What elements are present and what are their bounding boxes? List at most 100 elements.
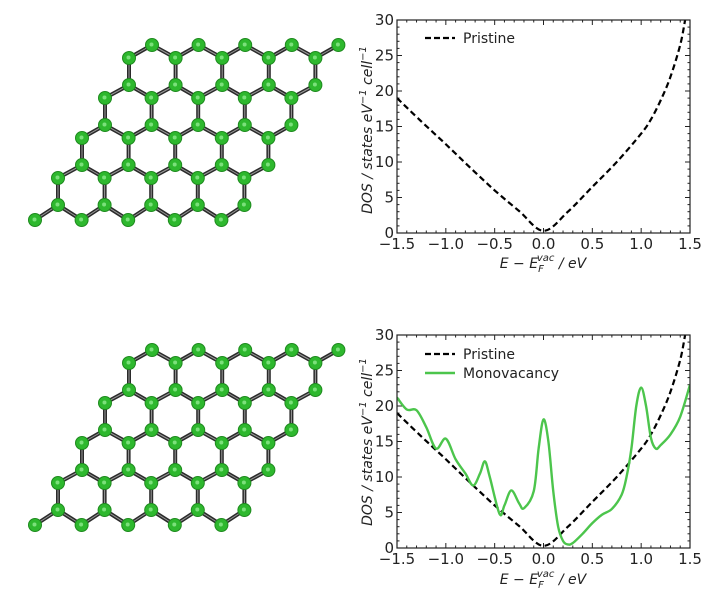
plot-area: −1.5 −1.0 −0.5 0.0 0.5 1.0 1.5 0 5 10 15 20 25 30 [375,11,702,253]
atom-highlight [241,507,246,512]
y-tick-label: 25 [375,47,394,65]
atom-highlight [241,480,246,485]
atom-highlight [219,162,224,167]
atom-highlight [172,135,177,140]
atom-highlight [288,122,293,127]
atom-highlight [126,55,131,60]
x-axis-label: E − EFvac / eV [500,569,588,591]
atom-highlight [148,507,153,512]
atom-highlight [219,360,224,365]
atom-highlight [195,175,200,180]
x-tick-label: −1.0 [428,550,464,568]
atom-highlight [55,175,60,180]
atom-highlight [125,522,130,527]
atom-highlight [102,480,107,485]
pristine-lattice-svg [28,38,346,227]
x-tick-label: 0.0 [532,550,556,568]
atom-highlight [312,82,317,87]
atom-highlight [242,122,247,127]
atom-highlight [149,95,154,100]
plot-frame [396,19,691,234]
atom-highlight [241,202,246,207]
atom-highlight [335,347,340,352]
atom-highlight [102,202,107,207]
atom-highlight [195,400,200,405]
y-tick-label: 0 [384,539,394,557]
atom-highlight [242,400,247,405]
atom-highlight [288,427,293,432]
atom-highlight [126,360,131,365]
atoms [28,38,346,227]
series-monovacancy-line [397,384,690,546]
atom-highlight [288,95,293,100]
atom-highlight [79,522,84,527]
monovacancy-dos-plot: −1.5 −1.0 −0.5 0.0 0.5 1.0 1.5 0 5 10 15 20 25 30 DOS… [350,300,720,602]
atom-highlight [126,387,131,392]
atom-highlight [289,347,294,352]
x-tick-label: −1.0 [428,235,464,253]
y-tick-label: 30 [375,326,394,344]
legend: Pristine [425,31,515,47]
atom-highlight [148,480,153,485]
atom-highlight [102,400,107,405]
monovacancy-lattice-svg [28,343,346,532]
atom-highlight [32,522,37,527]
atom-highlight [126,467,131,472]
atom-highlight [172,467,177,472]
series-pristine-line [397,20,687,232]
atom-highlight [173,360,178,365]
atom-highlight [218,217,223,222]
atom-highlight [102,427,107,432]
atoms [28,343,346,532]
x-tick-label: 1.5 [678,550,702,568]
atom-highlight [172,522,177,527]
x-axis-label: E − EFvac / eV [500,253,588,275]
y-tick-label: 30 [375,11,394,29]
atom-highlight [149,347,154,352]
pristine-lattice-image [0,0,360,300]
plot-frame [396,334,691,549]
atom-highlight [266,55,271,60]
atom-highlight [102,175,107,180]
atom-highlight [173,82,178,87]
atom-highlight [195,427,200,432]
atom-highlight [266,387,271,392]
y-tick-label: 10 [375,468,394,486]
atom-highlight [173,387,178,392]
atom-highlight [265,135,270,140]
y-tick-label: 15 [375,433,394,451]
atom-highlight [288,400,293,405]
x-tick-label: 1.0 [629,235,653,253]
atom-highlight [195,480,200,485]
atom-highlight [148,175,153,180]
atom-highlight [219,55,224,60]
atom-highlight [126,135,131,140]
legend-pristine-label: Pristine [463,347,515,363]
series-pristine-line [397,335,687,547]
legend-pristine-label: Pristine [463,31,515,47]
atom-highlight [125,217,130,222]
atom-highlight [219,135,224,140]
y-tick-label: 5 [384,189,394,207]
y-tick-label: 5 [384,504,394,522]
pristine-dos-chart: −1.5 −1.0 −0.5 0.0 0.5 1.0 1.5 0 5 10 15 20 25 30 DOS… [358,11,702,275]
y-tick-label: 20 [375,82,394,100]
atom-highlight [266,82,271,87]
atom-highlight [32,217,37,222]
atom-highlight [242,347,247,352]
atom-highlight [195,95,200,100]
x-tick-label: 0.5 [580,550,604,568]
x-tick-label: −1.5 [379,235,415,253]
atom-highlight [149,427,154,432]
atom-highlight [195,507,200,512]
atom-highlight [55,480,60,485]
legend: Pristine Monovacancy [425,347,559,382]
y-tick-label: 0 [384,224,394,242]
y-tick-label: 15 [375,118,394,136]
atom-highlight [55,507,60,512]
atom-highlight [172,162,177,167]
atom-highlight [218,522,223,527]
atom-highlight [242,95,247,100]
atom-highlight [79,467,84,472]
atom-highlight [219,467,224,472]
